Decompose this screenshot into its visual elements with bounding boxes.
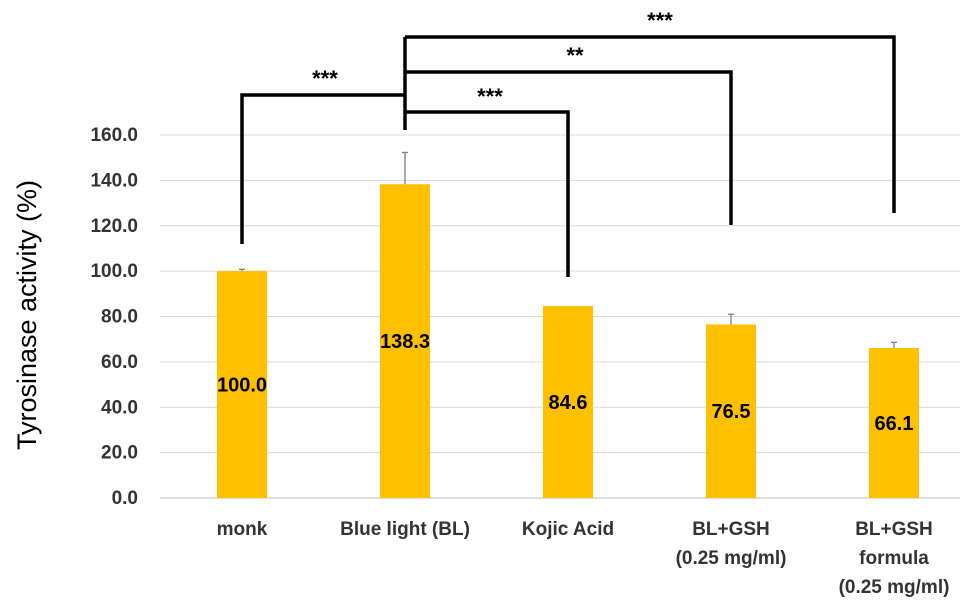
bracket bbox=[405, 70, 733, 225]
x-tick-label: formula bbox=[859, 548, 929, 569]
x-tick-label: Kojic Acid bbox=[522, 519, 614, 540]
x-tick-label: Blue light (BL) bbox=[340, 519, 470, 540]
bar bbox=[543, 306, 593, 498]
x-tick-label: (0.25 mg/ml) bbox=[839, 577, 950, 598]
bar bbox=[869, 348, 919, 498]
x-tick-label: (0.25 mg/ml) bbox=[676, 548, 787, 569]
value-label: 84.6 bbox=[549, 392, 588, 414]
y-tick-label: 60.0 bbox=[101, 352, 138, 373]
bracket bbox=[405, 110, 570, 277]
y-tick-label: 140.0 bbox=[90, 170, 138, 191]
bar bbox=[706, 324, 756, 498]
significance-label: *** bbox=[477, 84, 503, 109]
bar bbox=[380, 184, 430, 498]
value-label: 138.3 bbox=[380, 331, 430, 353]
value-label: 66.1 bbox=[875, 413, 914, 435]
significance-label: *** bbox=[312, 66, 338, 91]
value-label: 76.5 bbox=[712, 401, 751, 423]
bar bbox=[217, 271, 267, 498]
x-tick-labels: monk Blue light (BL) Kojic Acid BL+GSH (0.25… bbox=[217, 519, 950, 598]
y-tick-labels: 0.0 20.0 40.0 60.0 80.0 100.0 120.0 140.0 160.0 bbox=[90, 125, 138, 509]
error-bars bbox=[239, 151, 897, 349]
y-tick-label: 40.0 bbox=[101, 397, 138, 418]
x-tick-label: BL+GSH bbox=[855, 519, 933, 540]
y-tick-label: 80.0 bbox=[101, 307, 138, 328]
significance-label: *** bbox=[647, 8, 673, 33]
y-tick-label: 20.0 bbox=[101, 443, 138, 464]
bracket bbox=[405, 35, 896, 213]
y-axis-label: Tyrosinase activity (%) bbox=[12, 180, 42, 450]
y-tick-label: 0.0 bbox=[112, 488, 138, 509]
y-tick-label: 120.0 bbox=[90, 216, 138, 237]
value-label: 100.0 bbox=[217, 375, 267, 397]
value-labels: 100.0 138.3 84.6 76.5 66.1 bbox=[217, 331, 914, 435]
y-tick-label: 160.0 bbox=[90, 125, 138, 146]
y-tick-label: 100.0 bbox=[90, 261, 138, 282]
x-tick-label: monk bbox=[217, 519, 268, 540]
significance-label: ** bbox=[566, 43, 584, 68]
bracket bbox=[240, 93, 405, 244]
x-tick-label: BL+GSH bbox=[692, 519, 770, 540]
bars bbox=[217, 184, 919, 498]
significance-brackets: *********** bbox=[240, 8, 896, 277]
